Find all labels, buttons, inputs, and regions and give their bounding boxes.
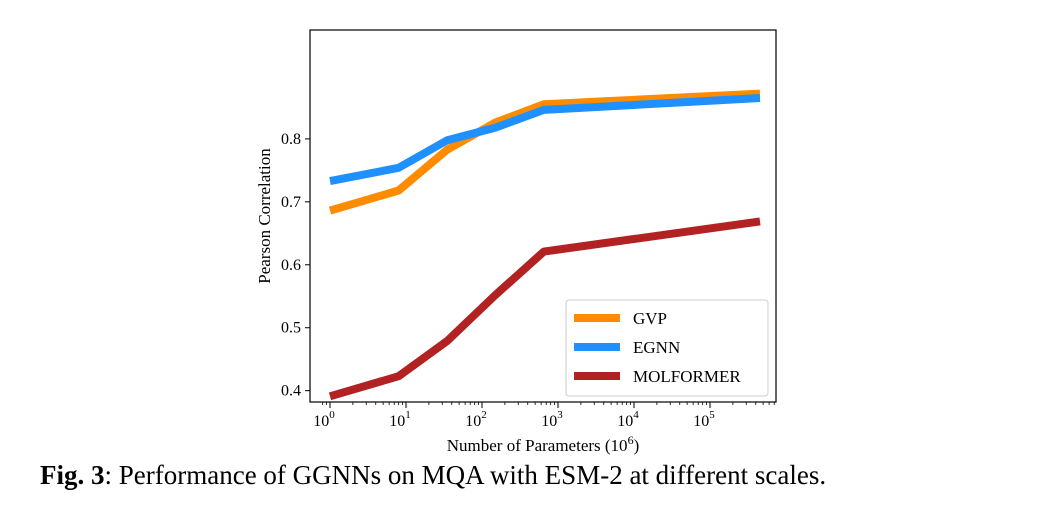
x-tick-label: 103 [541, 409, 563, 430]
x-axis-label-text: Number of Parameters (10 [447, 436, 628, 455]
plot-frame [309, 29, 777, 403]
caption-label: Fig. 3 [40, 460, 105, 490]
chart: 0.4 0.5 0.6 0.7 0.8 100 101 102 103 104 105 Pearso… [255, 29, 777, 455]
legend-label-gvp: GVP [633, 309, 667, 328]
caption-text: : Performance of GGNNs on MQA with ESM-2… [104, 460, 827, 490]
x-tick-label: 101 [389, 409, 411, 430]
legend-label-egnn: EGNN [633, 338, 680, 357]
legend-label-molformer: MOLFORMER [633, 367, 741, 386]
series-line-molformer [328, 217, 761, 401]
axis-ticks: 0.4 0.5 0.6 0.7 0.8 100 101 102 103 104 105 [281, 131, 775, 430]
y-tick-label: 0.6 [281, 257, 301, 274]
figure-caption: Fig. 3: Performance of GGNNs on MQA with… [40, 460, 1040, 491]
x-axis-label-exponent: 6 [628, 433, 634, 447]
y-tick-label: 0.8 [281, 131, 301, 148]
x-tick-label: 100 [313, 409, 335, 430]
legend: GVP EGNN MOLFORMER [565, 299, 769, 397]
x-tick-label: 105 [693, 409, 715, 430]
y-axis-label: Pearson Correlation [255, 148, 274, 284]
x-tick-label: 104 [617, 409, 639, 430]
x-axis-label-close: ) [634, 436, 640, 455]
y-tick-label: 0.5 [281, 320, 301, 337]
y-tick-label: 0.7 [281, 194, 301, 211]
plot-lines [328, 89, 761, 401]
y-tick-label: 0.4 [281, 383, 301, 400]
x-axis-label: Number of Parameters (106) [447, 433, 639, 455]
x-tick-label: 102 [465, 409, 487, 430]
series-line-egnn [329, 94, 761, 186]
